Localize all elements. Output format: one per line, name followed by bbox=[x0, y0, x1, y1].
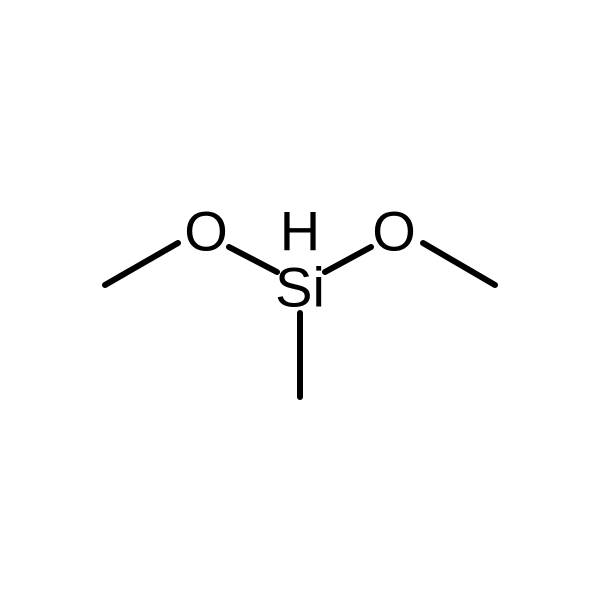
bond-si-o-right bbox=[325, 247, 371, 272]
bond-o-left-si bbox=[229, 247, 277, 272]
atom-si: Si bbox=[275, 256, 325, 319]
atom-h: H bbox=[280, 200, 320, 263]
atom-o-left: O bbox=[184, 200, 228, 263]
bond-ch3-left bbox=[105, 243, 178, 285]
bond-ch3-right bbox=[423, 243, 495, 285]
molecule-diagram: O H O Si bbox=[0, 0, 600, 600]
atoms-group: O H O Si bbox=[184, 200, 416, 319]
atom-o-right: O bbox=[372, 200, 416, 263]
